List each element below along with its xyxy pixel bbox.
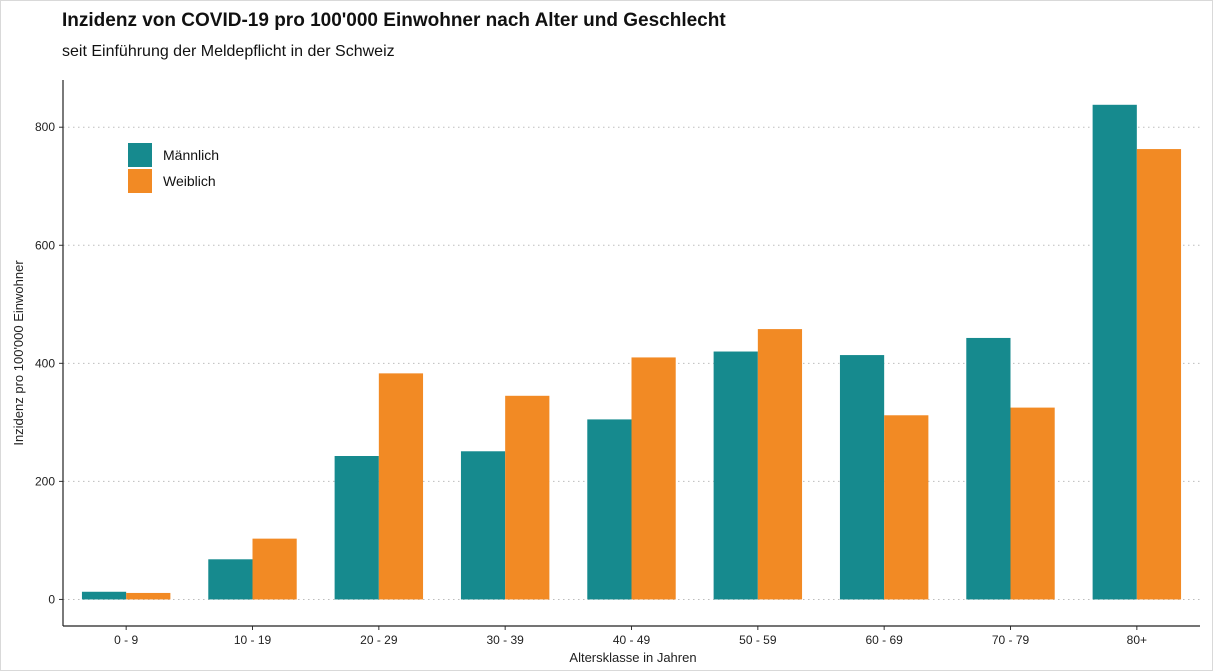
legend-label-0: Männlich	[163, 147, 219, 163]
x-tick-label-4: 40 - 49	[613, 633, 651, 647]
bar-weiblich-8	[1136, 149, 1182, 600]
bar-maennlich-2	[334, 456, 379, 600]
legend-label-1: Weiblich	[163, 173, 216, 189]
y-axis-title: Inzidenz pro 100'000 Einwohner	[11, 260, 26, 446]
bar-weiblich-4	[631, 357, 676, 600]
bar-weiblich-1	[252, 538, 297, 600]
bar-maennlich-1	[208, 559, 253, 600]
axes	[59, 80, 1200, 630]
x-tick-label-1: 10 - 19	[234, 633, 272, 647]
bar-maennlich-6	[839, 355, 885, 600]
y-tick-label-0: 0	[48, 592, 55, 606]
bar-maennlich-8	[1092, 104, 1137, 600]
x-axis-title: Altersklasse in Jahren	[569, 650, 696, 665]
chart-subtitle: seit Einführung der Meldepflicht in der …	[62, 43, 395, 60]
y-tick-label-200: 200	[35, 474, 55, 488]
x-tick-label-2: 20 - 29	[360, 633, 398, 647]
bar-weiblich-6	[884, 415, 929, 600]
bar-weiblich-3	[505, 395, 550, 600]
bar-maennlich-5	[713, 351, 758, 600]
x-tick-label-3: 30 - 39	[486, 633, 524, 647]
chart-title: Inzidenz von COVID-19 pro 100'000 Einwoh…	[62, 10, 726, 31]
bar-weiblich-2	[378, 373, 424, 600]
x-tick-label-6: 60 - 69	[865, 633, 903, 647]
bar-maennlich-7	[966, 337, 1011, 600]
legend-swatch-0	[128, 143, 152, 167]
y-tick-label-400: 400	[35, 356, 55, 370]
legend-swatch-1	[128, 169, 152, 193]
bar-weiblich-0	[126, 592, 171, 600]
tick-labels: 0 200 400 600 800 0 - 9 10 - 19 20 - 29 30 - 39 4…	[35, 120, 1147, 647]
bar-maennlich-4	[587, 419, 632, 600]
x-tick-label-5: 50 - 59	[739, 633, 777, 647]
x-tick-label-8: 80+	[1127, 633, 1147, 647]
y-tick-label-800: 800	[35, 120, 55, 134]
bar-maennlich-0	[81, 591, 127, 600]
y-tick-label-600: 600	[35, 238, 55, 252]
bars	[81, 104, 1182, 600]
bar-maennlich-3	[460, 451, 506, 600]
bar-weiblich-5	[757, 329, 803, 600]
legend: Männlich Weiblich	[128, 143, 219, 193]
bar-weiblich-7	[1010, 407, 1055, 600]
x-tick-label-0: 0 - 9	[114, 633, 138, 647]
x-tick-label-7: 70 - 79	[992, 633, 1030, 647]
